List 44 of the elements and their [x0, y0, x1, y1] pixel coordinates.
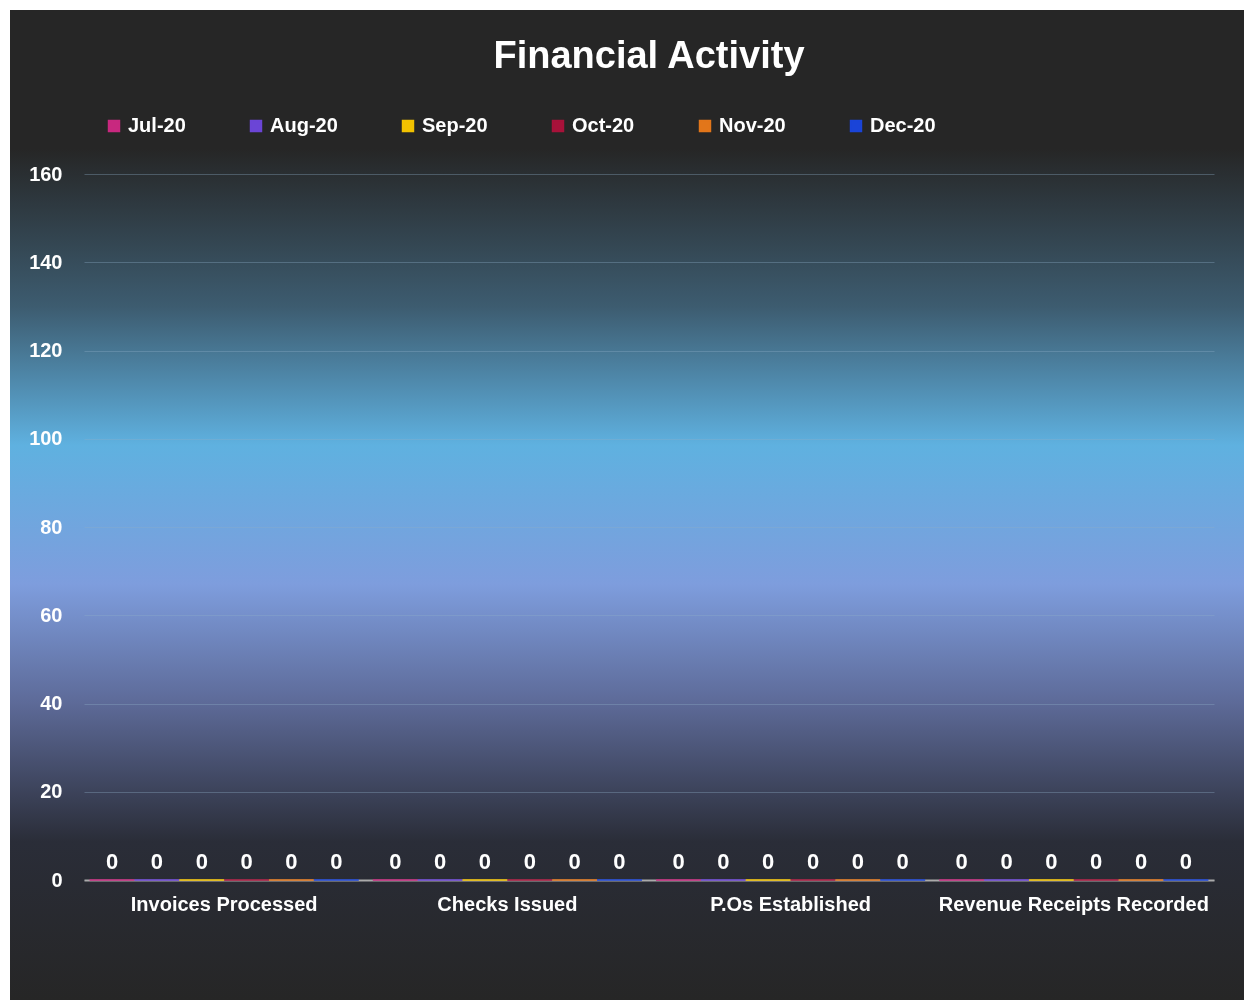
legend-label: Dec-20 — [870, 114, 936, 136]
legend-label: Oct-20 — [572, 114, 635, 136]
legend-label: Jul-20 — [128, 114, 186, 136]
data-label: 0 — [568, 849, 581, 874]
data-label: 0 — [150, 849, 164, 874]
data-label: 0 — [806, 849, 820, 874]
data-label: 0 — [762, 849, 775, 874]
legend-label: Nov-20 — [719, 114, 786, 136]
data-label: 0 — [105, 849, 119, 874]
y-tick-label: 60 — [40, 603, 63, 626]
y-tick-label: 140 — [29, 250, 63, 273]
y-tick-label: 80 — [40, 515, 63, 538]
data-label: 0 — [523, 849, 536, 874]
data-label: 0 — [1090, 849, 1103, 874]
data-label: 0 — [478, 849, 492, 874]
y-tick-label: 0 — [51, 868, 63, 891]
x-tick-label: P.Os Established — [710, 892, 872, 915]
data-label: 0 — [1179, 849, 1193, 874]
legend-label: Aug-20 — [270, 114, 338, 136]
data-label: 0 — [717, 849, 730, 874]
data-label: 0 — [896, 849, 909, 874]
data-label: 0 — [330, 849, 343, 874]
data-label: 0 — [955, 849, 968, 874]
y-tick-label: 40 — [40, 692, 63, 714]
y-tick-label: 120 — [29, 339, 63, 361]
y-tick-label: 20 — [40, 780, 63, 803]
x-tick-label: Revenue Receipts Recorded — [938, 892, 1209, 915]
x-tick-label: Invoices Processed — [130, 892, 318, 915]
data-label: 0 — [1045, 849, 1058, 874]
y-tick-label: 160 — [29, 162, 63, 185]
data-label: 0 — [240, 849, 253, 874]
x-tick-label: Checks Issued — [437, 892, 578, 915]
data-label: 0 — [195, 849, 208, 874]
legend-label: Sep-20 — [422, 114, 488, 136]
data-label: 0 — [1134, 849, 1148, 874]
data-label: 0 — [1000, 849, 1013, 874]
data-label: 0 — [851, 849, 864, 874]
data-label: 0 — [434, 849, 447, 874]
chart-title: Financial Activity — [493, 34, 805, 76]
data-label: 0 — [672, 849, 685, 874]
data-label: 0 — [613, 849, 626, 874]
y-tick-label: 100 — [29, 427, 63, 450]
data-label: 0 — [285, 849, 298, 874]
data-label: 0 — [389, 849, 402, 874]
